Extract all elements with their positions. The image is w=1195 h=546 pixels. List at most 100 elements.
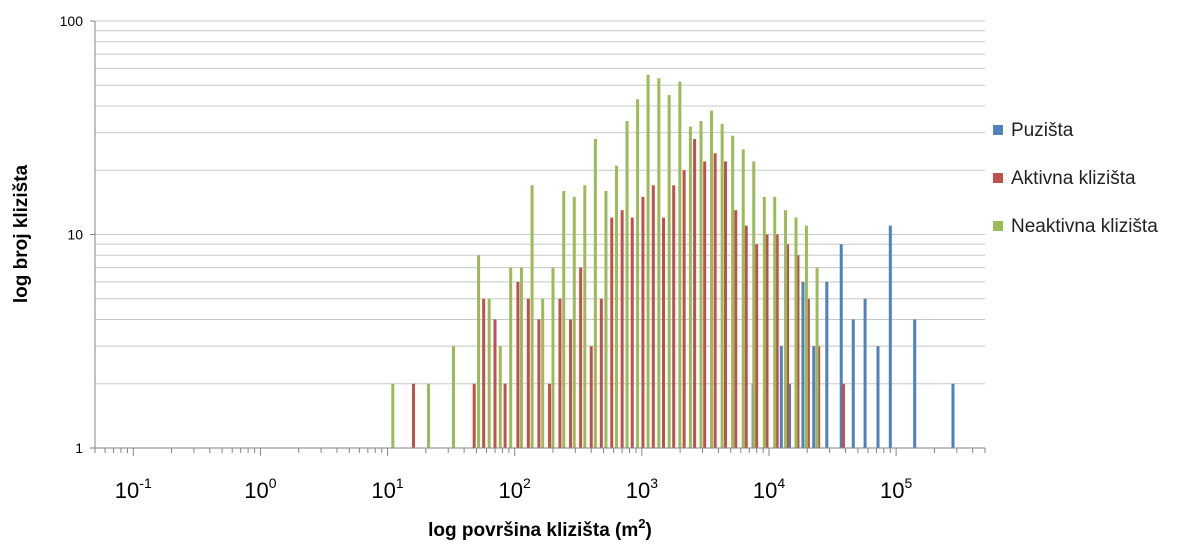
bar-aktivna-klizišta: [472, 383, 476, 448]
bar-neaktivna-klizišta: [593, 139, 597, 449]
bar-puzišta: [839, 244, 843, 448]
x-tick-label: 100: [244, 475, 276, 503]
bar-aktivna-klizišta: [682, 170, 686, 448]
bar-neaktivna-klizišta: [551, 267, 555, 448]
bar-puzišta: [812, 346, 816, 448]
axes: [90, 20, 986, 456]
bar-puzišta: [888, 225, 892, 448]
x-tick-labels: 10-1 100 101 102 103 104 105: [115, 475, 913, 503]
bar-neaktivna-klizišta: [615, 165, 619, 448]
legend: Puzišta Aktivna klizišta Neaktivna klizišt…: [993, 120, 1158, 237]
bar-neaktivna-klizišta: [451, 346, 455, 448]
x-tick-exponent: 4: [777, 475, 785, 491]
bar-neaktivna-klizišta: [498, 346, 502, 448]
y-tick-label: 1: [75, 440, 83, 456]
bar-aktivna-klizišta: [558, 298, 562, 448]
bar-neaktivna-klizišta: [583, 185, 587, 449]
bar-neaktivna-klizišta: [562, 190, 566, 448]
x-tick-exponent: 0: [269, 475, 277, 491]
legend-swatch: [993, 125, 1003, 135]
x-tick-label: 105: [880, 475, 912, 503]
bar-puzišta: [863, 298, 867, 448]
x-tick-label: 10-1: [115, 475, 152, 503]
x-tick-base: 10: [753, 478, 777, 503]
bar-aktivna-klizišta: [693, 139, 697, 449]
bar-neaktivna-klizišta: [678, 81, 682, 448]
bar-neaktivna-klizišta: [794, 217, 798, 448]
x-axis-title-superscript: 2: [638, 516, 645, 531]
bar-neaktivna-klizišta: [699, 121, 703, 449]
bar-neaktivna-klizišta: [646, 74, 650, 449]
bar-aktivna-klizišta: [589, 346, 593, 448]
x-tick-exponent: 1: [396, 475, 404, 491]
x-tick-exponent: 5: [904, 475, 912, 491]
bar-neaktivna-klizišta: [667, 95, 671, 449]
bar-neaktivna-klizišta: [625, 121, 629, 449]
bar-aktivna-klizišta: [493, 319, 497, 448]
x-tick-label: 101: [371, 475, 403, 503]
x-tick-base: 10: [880, 478, 904, 503]
bar-aktivna-klizišta: [765, 234, 769, 448]
y-tick-label: 100: [60, 13, 84, 29]
y-tick-label: 10: [67, 227, 83, 243]
bar-neaktivna-klizišta: [741, 149, 745, 449]
bar-aktivna-klizišta: [713, 153, 717, 449]
bar-aktivna-klizišta: [548, 383, 552, 448]
y-axis-title: log broj klizišta: [11, 164, 32, 303]
bar-aktivna-klizišta: [724, 161, 728, 448]
bar-neaktivna-klizišta: [541, 298, 545, 448]
bar-neaktivna-klizišta: [762, 196, 766, 448]
bar-puzišta: [851, 319, 855, 448]
bar-neaktivna-klizišta: [731, 135, 735, 449]
bar-aktivna-klizišta: [526, 298, 530, 448]
bar-puzišta: [788, 383, 792, 448]
x-tick-base: 10: [626, 478, 650, 503]
bar-aktivna-klizišta: [755, 244, 759, 448]
bar-aktivna-klizišta: [672, 185, 676, 449]
bar-neaktivna-klizišta: [657, 78, 661, 448]
bar-neaktivna-klizišta: [752, 161, 756, 448]
y-tick-labels: 1 10 100: [60, 13, 84, 456]
bar-neaktivna-klizišta: [804, 225, 808, 448]
bar-aktivna-klizišta: [841, 383, 845, 448]
bar-aktivna-klizišta: [661, 217, 665, 448]
bar-neaktivna-klizišta: [688, 126, 692, 448]
bar-neaktivna-klizišta: [815, 267, 819, 448]
bar-neaktivna-klizišta: [773, 196, 777, 448]
y-gridlines: [95, 20, 985, 385]
x-axis-title-end: ): [646, 520, 652, 541]
bar-aktivna-klizišta: [579, 267, 583, 448]
x-tick-base: 10: [115, 478, 139, 503]
bar-aktivna-klizišta: [744, 225, 748, 448]
x-tick-base: 10: [499, 478, 523, 503]
bar-aktivna-klizišta: [775, 234, 779, 448]
bar-neaktivna-klizišta: [519, 267, 523, 448]
x-tick-label: 104: [753, 475, 785, 503]
bar-aktivna-klizišta: [651, 185, 655, 449]
x-tick-base: 10: [371, 478, 395, 503]
bar-neaktivna-klizišta: [509, 267, 513, 448]
bar-neaktivna-klizišta: [604, 190, 608, 448]
x-tick-exponent: 2: [523, 475, 531, 491]
bar-aktivna-klizišta: [610, 217, 614, 448]
bar-aktivna-klizišta: [412, 383, 416, 448]
bar-puzišta: [913, 319, 917, 448]
bar-neaktivna-klizišta: [720, 123, 724, 448]
bar-aktivna-klizišta: [482, 298, 486, 448]
x-axis-title: log površina klizišta (m2): [428, 516, 652, 541]
x-tick-base: 10: [244, 478, 268, 503]
bar-aktivna-klizišta: [630, 217, 634, 448]
bar-aktivna-klizišta: [734, 210, 738, 448]
bar-aktivna-klizišta: [516, 281, 520, 448]
bar-aktivna-klizišta: [620, 210, 624, 448]
bar-aktivna-klizišta: [806, 298, 810, 448]
x-tick-label: 102: [499, 475, 531, 503]
legend-swatch: [993, 173, 1003, 183]
legend-label: Aktivna klizišta: [1011, 168, 1136, 189]
legend-label: Neaktivna klizišta: [1011, 216, 1158, 237]
x-tick-exponent: 3: [650, 475, 658, 491]
bar-neaktivna-klizišta: [427, 383, 431, 448]
bar-puzišta: [876, 346, 880, 448]
bar-neaktivna-klizišta: [572, 196, 576, 448]
